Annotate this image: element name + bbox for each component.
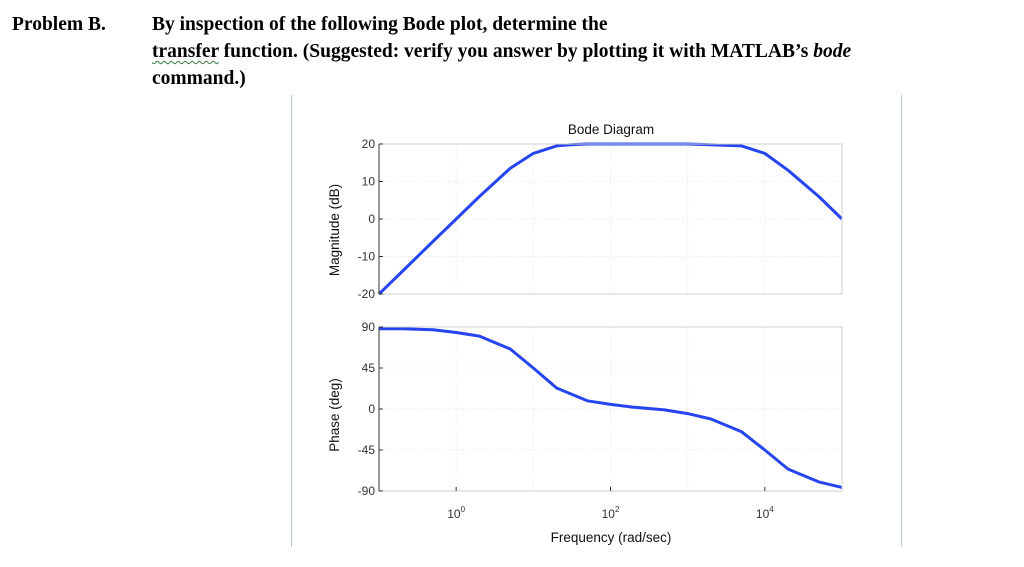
phase-axis-label: Phase (deg) — [327, 378, 342, 452]
magnitude-ytick-label: -10 — [358, 250, 376, 264]
frame-layer — [378, 143, 843, 492]
phase-ytick-label: 0 — [368, 402, 375, 416]
magnitude-ytick-label: -20 — [358, 287, 376, 301]
problem-text-1: By inspection of the following Bode plot… — [152, 14, 608, 35]
problem-line-1: Problem B. By inspection of the following… — [12, 12, 608, 38]
phase-ytick-label: 45 — [362, 361, 376, 375]
problem-line-3: command.) — [152, 66, 246, 92]
grid-layer — [378, 143, 843, 492]
magnitude-ytick-label: 20 — [362, 137, 376, 151]
phase-ytick-label: 90 — [362, 320, 376, 334]
problem-text-2: function. (Suggested: verify you answer … — [218, 41, 814, 62]
magnitude-ytick-label: 0 — [368, 212, 375, 226]
problem-line-2: transfer function. (Suggested: verify yo… — [152, 39, 851, 65]
phase-ytick-label: -45 — [358, 443, 376, 457]
chart-title: Bode Diagram — [568, 122, 654, 137]
xtick-label: 102 — [602, 505, 620, 521]
magnitude-ytick-label: 10 — [362, 175, 376, 189]
x-axis-label: Frequency (rad/sec) — [551, 530, 672, 545]
xtick-label: 104 — [756, 505, 774, 521]
spellcheck-word: transfer — [152, 41, 219, 62]
magnitude-axis-label: Magnitude (dB) — [327, 184, 342, 276]
phase-ytick-label: -90 — [358, 484, 376, 498]
image-left-border — [291, 95, 292, 547]
image-right-border — [901, 95, 902, 547]
phase-curve — [379, 327, 843, 489]
xtick-label: 100 — [447, 505, 465, 521]
problem-label: Problem B. — [12, 14, 106, 35]
problem-text-3: command.) — [152, 68, 246, 89]
bode-command-word: bode — [813, 41, 852, 62]
